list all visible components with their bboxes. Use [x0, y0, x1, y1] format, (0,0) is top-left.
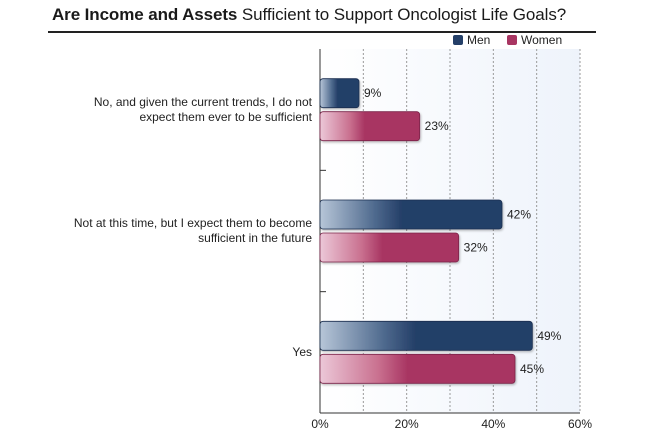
bar-men	[319, 320, 533, 351]
category-label: Yes	[52, 345, 312, 360]
bar-women	[319, 353, 516, 384]
category-label-line: Not at this time, but I expect them to b…	[73, 216, 312, 230]
legend-label-women: Women	[521, 33, 563, 47]
x-tick-label: 0%	[311, 417, 329, 431]
category-label: No, and given the current trends, I do n…	[52, 95, 312, 125]
x-tick-label: 20%	[395, 417, 419, 431]
chart-title: Are Income and Assets Sufficient to Supp…	[52, 5, 612, 25]
title-rule	[48, 31, 596, 33]
data-label-men: 9%	[364, 86, 382, 100]
data-label-men: 42%	[507, 208, 531, 222]
bar-men	[319, 199, 503, 230]
legend-label-men: Men	[467, 33, 491, 47]
x-tick-label: 40%	[481, 417, 505, 431]
bar-women	[319, 232, 460, 263]
bar-women	[319, 111, 421, 142]
data-label-women: 32%	[464, 241, 488, 255]
category-label-line: No, and given the current trends, I do n…	[93, 94, 312, 109]
x-tick-label: 60%	[568, 417, 592, 431]
data-label-women: 45%	[520, 362, 544, 376]
category-label: Not at this time, but I expect them to b…	[52, 216, 312, 246]
chart-title-regular: Sufficient to Support Oncologist Life Go…	[241, 5, 567, 24]
legend-item-men: Men	[453, 33, 490, 47]
category-label-line: sufficient in the future	[198, 231, 312, 245]
bar-men	[319, 78, 360, 109]
data-label-women: 23%	[425, 119, 449, 133]
legend-swatch-men	[453, 35, 463, 45]
legend-item-women: Women	[507, 33, 562, 47]
category-label-line: expect them ever to be sufficient	[139, 109, 312, 124]
category-label-line: Yes	[292, 344, 312, 359]
chart-title-bold: Are Income and Assets	[52, 5, 238, 24]
data-label-men: 49%	[537, 329, 561, 343]
legend-swatch-women	[507, 35, 517, 45]
